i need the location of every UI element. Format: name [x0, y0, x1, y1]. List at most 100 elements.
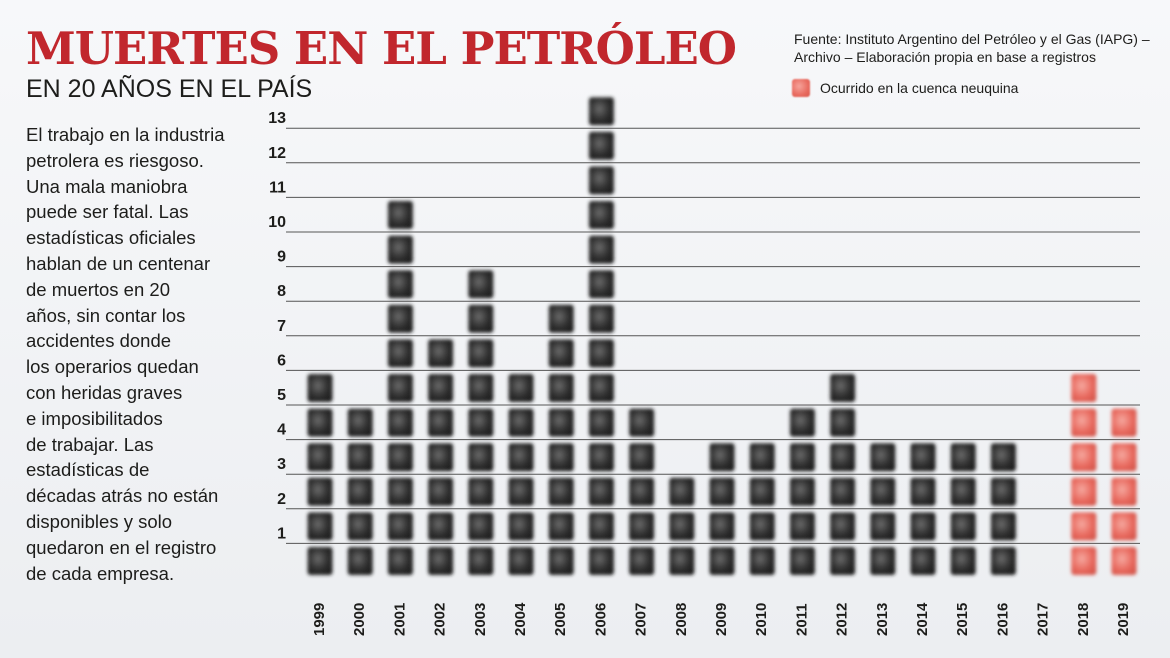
bar-block	[1071, 477, 1097, 506]
x-tick-label: 2007	[633, 603, 650, 636]
x-tick-label: 2001	[391, 603, 408, 636]
bar-block	[508, 477, 534, 506]
bar-block	[548, 512, 574, 541]
y-tick-label: 1	[277, 525, 286, 542]
bar-block	[870, 443, 896, 472]
bar-block	[347, 408, 373, 437]
bar-block	[347, 477, 373, 506]
bar-block	[950, 477, 976, 506]
bar-2015	[950, 443, 976, 575]
bar-block	[789, 443, 815, 472]
bar-block	[468, 304, 494, 333]
bar-block	[588, 374, 614, 402]
bar-block	[588, 201, 614, 229]
bar-block	[1111, 408, 1137, 437]
bar-block	[387, 374, 413, 402]
bar-block	[428, 512, 454, 541]
gridlines	[286, 127, 1140, 544]
bar-block	[990, 512, 1016, 541]
bar-block	[588, 512, 614, 541]
source-line-1: Fuente: Instituto Argentino del Petróleo…	[794, 31, 1150, 47]
y-tick-label: 7	[277, 318, 286, 335]
bar-block	[468, 443, 494, 472]
bar-block	[307, 547, 333, 575]
bar-block	[347, 512, 373, 541]
bar-block	[588, 339, 614, 368]
bar-2009	[709, 443, 735, 575]
body-text: El trabajo en la industria petrolera es …	[26, 122, 236, 586]
bar-block	[870, 547, 896, 575]
bar-block	[629, 408, 655, 437]
x-tick-label: 2016	[994, 603, 1011, 636]
page-title: MUERTES EN EL PETRÓLEO	[26, 22, 737, 75]
body-line: estadísticas oficiales	[26, 227, 196, 249]
bar-block	[588, 131, 614, 160]
bar-block	[870, 512, 896, 541]
bar-block	[910, 547, 936, 575]
bar-2010	[749, 443, 775, 575]
bar-block	[830, 477, 856, 506]
bar-block	[588, 304, 614, 333]
bar-block	[1111, 547, 1137, 575]
source-line-2: Archivo – Elaboración propia en base a r…	[794, 49, 1096, 65]
bar-block	[629, 477, 655, 506]
bar-block	[548, 547, 574, 575]
bar-block	[548, 374, 574, 402]
body-line: disponibles y solo	[26, 510, 173, 532]
body-line: e imposibilitados	[26, 407, 163, 429]
bar-block	[387, 547, 413, 575]
bar-block	[629, 443, 655, 472]
bar-2013	[870, 443, 896, 575]
bars	[307, 97, 1137, 575]
x-tick-label: 2005	[552, 603, 569, 636]
bar-block	[387, 339, 413, 368]
bar-block	[709, 443, 735, 472]
source-note: Fuente: Instituto Argentino del Petróleo…	[794, 30, 1166, 66]
bar-2003	[468, 270, 494, 575]
body-line: El trabajo en la industria	[26, 124, 225, 145]
bar-2005	[548, 304, 574, 575]
y-tick-label: 13	[268, 110, 286, 127]
bar-block	[468, 374, 494, 402]
bar-block	[910, 477, 936, 506]
bar-block	[990, 477, 1016, 506]
bar-block	[307, 512, 333, 541]
bar-block	[387, 270, 413, 299]
bar-block	[347, 547, 373, 575]
bar-block	[1071, 374, 1097, 402]
bar-block	[468, 547, 494, 575]
y-tick-label: 3	[277, 456, 286, 473]
x-tick-label: 2014	[914, 602, 931, 636]
bar-block	[307, 477, 333, 506]
bar-block	[347, 443, 373, 472]
bar-block	[428, 374, 454, 402]
bar-block	[307, 443, 333, 472]
y-tick-label: 10	[268, 214, 286, 231]
y-tick-label: 12	[268, 145, 286, 162]
bar-2007	[629, 408, 655, 575]
x-tick-label: 2000	[351, 603, 368, 636]
bar-block	[588, 547, 614, 575]
bar-block	[990, 547, 1016, 575]
body-line: de cada empresa.	[26, 562, 175, 584]
body-line: petrolera es riesgoso.	[26, 149, 204, 171]
x-tick-label: 2003	[472, 603, 489, 636]
bar-block	[387, 443, 413, 472]
bar-block	[830, 443, 856, 472]
bar-2006	[588, 97, 614, 575]
bar-block	[1071, 443, 1097, 472]
bar-block	[468, 512, 494, 541]
bar-block	[548, 304, 574, 333]
bar-block	[1071, 512, 1097, 541]
x-tick-label: 2015	[954, 603, 971, 636]
bar-block	[468, 477, 494, 506]
bar-block	[548, 408, 574, 437]
body-line: estadísticas de	[26, 459, 150, 481]
bar-2008	[669, 477, 695, 575]
bar-block	[508, 547, 534, 575]
bar-block	[830, 374, 856, 402]
bar-block	[789, 477, 815, 506]
bar-block	[588, 235, 614, 264]
bar-block	[910, 512, 936, 541]
